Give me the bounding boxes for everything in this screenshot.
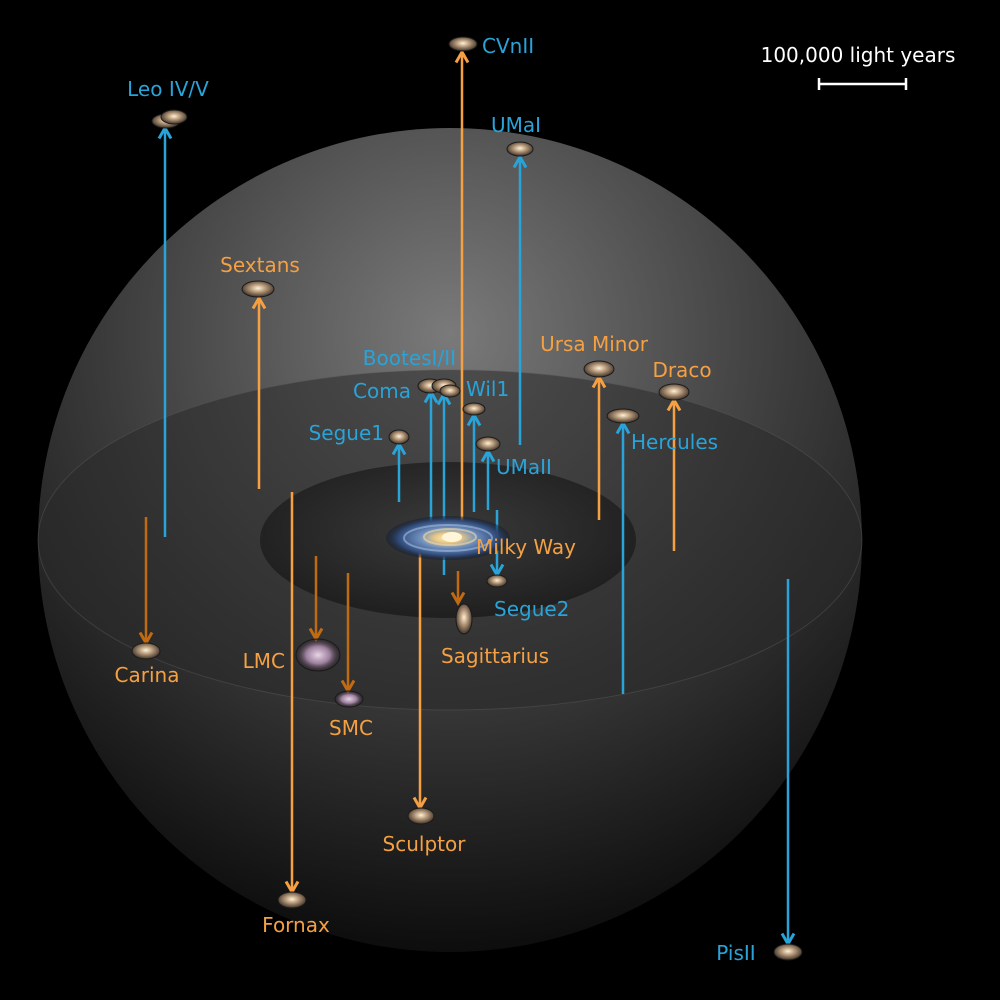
arrows-layer	[138, 48, 796, 948]
fornax-label: Fornax	[262, 913, 330, 937]
sextans-galaxy-icon	[241, 280, 275, 298]
sextans-label: Sextans	[220, 253, 300, 277]
lmc-galaxy-icon	[295, 638, 341, 672]
segue1-galaxy-icon	[388, 429, 410, 445]
leo-iv-v-companion-galaxy-icon	[160, 109, 188, 125]
hercules-galaxy-icon	[606, 408, 640, 424]
sagittarius-galaxy-icon	[455, 603, 473, 635]
sculptor-label: Sculptor	[383, 832, 467, 856]
bootes-i-ii-label: BootesI/II	[363, 346, 456, 370]
draco-label: Draco	[652, 358, 711, 382]
ursa-minor-label: Ursa Minor	[540, 332, 649, 356]
leo-iv-v-label: Leo IV/V	[127, 77, 209, 101]
cvnii-galaxy-icon	[448, 36, 478, 52]
sagittarius-label: Sagittarius	[441, 644, 549, 668]
coma-galaxy-icon	[439, 384, 461, 398]
draco-galaxy-icon	[658, 383, 690, 401]
galaxies-layer: CVnII Leo IV/V UMaI Sextans BootesI/II Coma Wi…	[115, 34, 803, 965]
fornax-galaxy-icon	[277, 891, 307, 909]
segue2-label: Segue2	[494, 597, 569, 621]
umaii-label: UMaII	[496, 455, 552, 479]
smc-galaxy-icon	[334, 690, 364, 708]
scale-bar	[817, 78, 908, 90]
segue2-galaxy-icon	[486, 574, 508, 588]
smc-label: SMC	[329, 716, 373, 740]
coma-label: Coma	[353, 379, 411, 403]
pisii-label: PisII	[716, 941, 755, 965]
milky-way-label: Milky Way	[476, 535, 576, 559]
segue1-label: Segue1	[309, 421, 384, 445]
pisii-galaxy-icon	[773, 943, 803, 961]
hercules-label: Hercules	[631, 430, 718, 454]
wil1-galaxy-icon	[462, 402, 486, 416]
scale-bar-label: 100,000 light years	[761, 43, 956, 67]
lmc-label: LMC	[243, 649, 285, 673]
carina-label: Carina	[115, 663, 180, 687]
ursa-minor-galaxy-icon	[583, 360, 615, 378]
wil1-label: Wil1	[466, 377, 509, 401]
carina-galaxy-icon	[131, 642, 161, 660]
umai-label: UMaI	[491, 113, 541, 137]
sculptor-galaxy-icon	[407, 807, 435, 825]
umai-galaxy-icon	[506, 141, 534, 157]
cvnii-label: CVnII	[482, 34, 534, 58]
milky-way-spiral-icon	[386, 516, 510, 560]
umaii-galaxy-icon	[475, 436, 501, 452]
